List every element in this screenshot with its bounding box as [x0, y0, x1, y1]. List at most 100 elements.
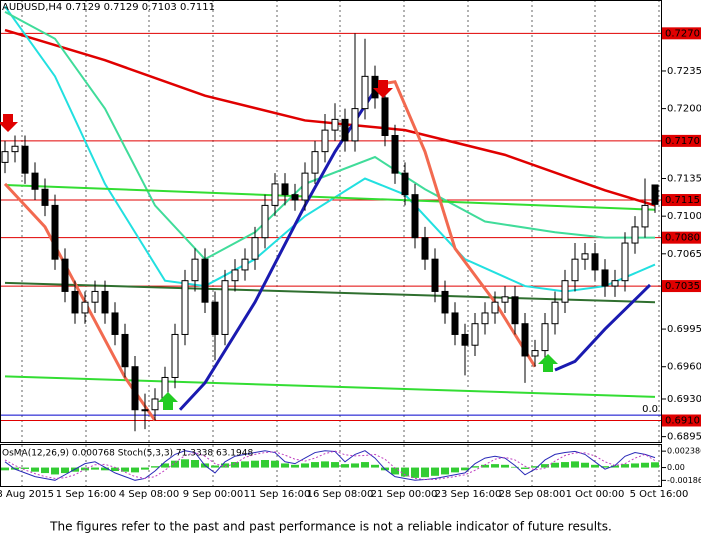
candle-body [381, 97, 389, 137]
candle-body [201, 258, 209, 303]
indicator-line [374, 80, 537, 368]
osma-bar [131, 467, 139, 473]
x-tick-label: 28 Sep 08:00 [499, 489, 566, 500]
candle-body [231, 269, 239, 282]
osma-bar [411, 467, 419, 478]
x-tick-label: 28 Aug 2015 [0, 489, 54, 500]
osma-bar [321, 461, 329, 468]
osma-bar [341, 464, 349, 468]
level-box [662, 414, 701, 427]
sell-arrow [373, 80, 393, 98]
stoch-line [4, 450, 656, 481]
x-tick-label: 11 Sep 16:00 [244, 489, 311, 500]
candle-body [351, 108, 359, 142]
candle-body [511, 296, 519, 325]
osma-bar [501, 464, 509, 468]
candle-body [631, 226, 639, 244]
y-tick-label: 0.6895 [667, 432, 701, 443]
indicator-line [4, 183, 656, 211]
indicator-line [178, 89, 377, 411]
osma-bar [551, 462, 559, 468]
level-label: 0.7170 [665, 136, 700, 147]
x-tick-label: 23 Sep 16:00 [435, 489, 502, 500]
candle-body [61, 258, 69, 292]
osma-bar [161, 463, 169, 468]
indicator-frame [0, 444, 662, 487]
x-tick-label: 1 Sep 16:00 [56, 489, 116, 500]
osma-bar [121, 467, 129, 472]
candle-body [151, 398, 159, 411]
osma-bar [191, 459, 199, 468]
osma-bar [451, 467, 459, 473]
osma-bar [571, 461, 579, 468]
candle-body [221, 280, 229, 335]
candle-body [411, 194, 419, 239]
candle-body [71, 290, 79, 314]
x-tick-label: 1 Oct 00:00 [566, 489, 625, 500]
osma-bar [641, 462, 649, 468]
indicator-line [4, 281, 656, 304]
indicator-line [554, 283, 652, 372]
candle-body [241, 258, 249, 271]
fibo-label: 0.0 [642, 404, 658, 415]
level-label: 0.6910 [665, 415, 700, 426]
buy-arrow [538, 354, 558, 372]
candle-body [361, 75, 369, 110]
osma-bar [181, 459, 189, 468]
candle-body [21, 145, 29, 174]
osma-bar [631, 463, 639, 468]
osma-bar [51, 467, 59, 475]
candle-body [461, 333, 469, 346]
osma-bar [221, 463, 229, 468]
osma-bar [1, 467, 9, 471]
osma-bar [91, 467, 99, 470]
osma-bar [301, 463, 309, 468]
candle-body [371, 75, 379, 99]
candle-body [571, 258, 579, 282]
candle-body [541, 323, 549, 352]
candle-body [301, 172, 309, 201]
candle-body [281, 183, 289, 196]
osma-bar [101, 467, 109, 471]
candle-body [321, 129, 329, 153]
candle-body [251, 237, 259, 260]
x-tick-label: 4 Sep 08:00 [119, 489, 179, 500]
osma-bar [21, 467, 29, 469]
candle-body [191, 258, 199, 282]
osma-bar [361, 462, 369, 468]
osma-bar [391, 467, 399, 475]
osma-bar [431, 467, 439, 476]
candle-body [271, 183, 279, 206]
candle-body [341, 118, 349, 142]
indicator-tick-label: -0.00186 [667, 476, 701, 485]
disclaimer: The figures refer to the past and past p… [49, 520, 612, 534]
candle-body [401, 172, 409, 196]
main-frame [0, 0, 662, 443]
osma-bar [471, 466, 479, 468]
candle-body [421, 237, 429, 260]
osma-bar [271, 460, 279, 468]
osma-bar [31, 467, 39, 472]
osma-bar [651, 462, 659, 468]
osma-bar [481, 464, 489, 468]
level-label: 0.7035 [665, 281, 700, 292]
osma-bar [421, 467, 429, 478]
osma-bar [581, 462, 589, 468]
osma-bar [261, 459, 269, 468]
indicator-tick-label: 0.00 [667, 463, 685, 472]
candle-body [611, 280, 619, 287]
y-tick-label: 0.6960 [667, 362, 701, 373]
y-tick-label: 0.6930 [667, 394, 701, 405]
candle-body [31, 172, 39, 190]
osma-bar [561, 462, 569, 468]
candle-body [261, 204, 269, 239]
osma-bar [511, 466, 519, 468]
candle-body [651, 184, 659, 205]
candle-body [441, 290, 449, 314]
osma-bar [531, 466, 539, 468]
osma-bar [211, 465, 219, 468]
candle-body [101, 290, 109, 314]
x-tick-label: 16 Sep 08:00 [307, 489, 374, 500]
